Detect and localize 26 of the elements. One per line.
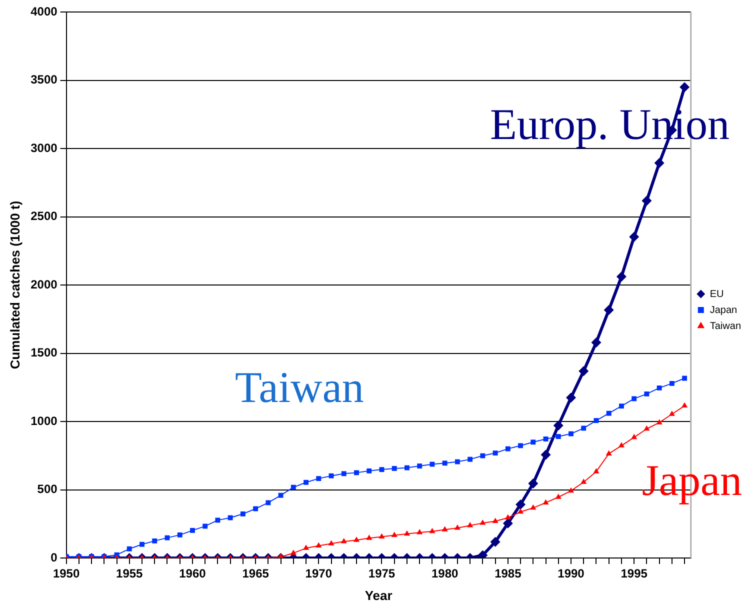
x-tick-label: 1995 <box>620 566 648 581</box>
x-tick-label: 1965 <box>242 566 270 581</box>
y-tick-label: 2000 <box>30 277 58 292</box>
y-tick-label: 3500 <box>30 72 58 87</box>
x-tick-label: 1985 <box>494 566 522 581</box>
y-tick-label: 1500 <box>30 346 58 360</box>
x-tick-label: 1950 <box>52 566 80 581</box>
annotation: Japan <box>642 456 742 505</box>
y-tick-label: 1000 <box>30 414 58 428</box>
legend-label: Taiwan <box>710 320 742 332</box>
y-tick-label: 2500 <box>30 209 58 224</box>
x-tick-label: 1960 <box>179 566 206 581</box>
x-tick-label: 1970 <box>305 566 332 581</box>
annotation: Taiwan <box>235 363 364 412</box>
y-tick-label: 3000 <box>30 140 58 155</box>
y-axis-title: Cumulated catches (1000 t) <box>7 200 22 370</box>
y-tick-label: 4000 <box>30 4 58 18</box>
x-tick-label: 1955 <box>116 566 144 581</box>
y-tick-label: 500 <box>37 482 58 496</box>
x-axis-title: Year <box>364 588 392 603</box>
y-tick-label: 0 <box>50 550 58 564</box>
x-tick-label: 1980 <box>431 566 458 581</box>
legend-label: EU <box>710 288 724 300</box>
x-tick-label: 1975 <box>368 566 396 581</box>
legend-label: Japan <box>710 304 738 316</box>
x-tick-label: 1990 <box>558 566 585 581</box>
